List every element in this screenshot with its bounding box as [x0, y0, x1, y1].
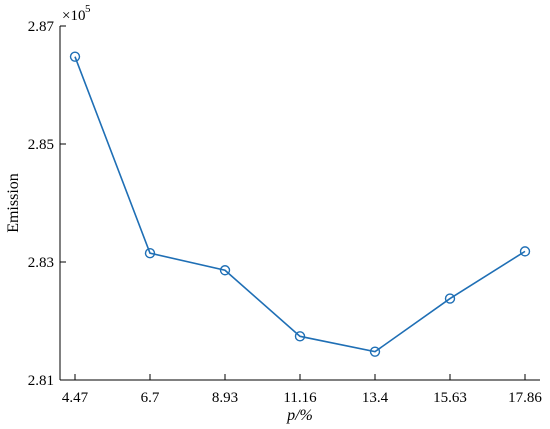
- y-tick-label: 2.87: [28, 19, 55, 35]
- x-tick-label: 11.16: [283, 390, 317, 406]
- y-scale-label: ×10: [62, 8, 85, 24]
- y-tick-label: 2.81: [28, 373, 54, 389]
- x-axis-label: p/%: [286, 407, 313, 424]
- data-point: [369, 346, 381, 357]
- data-point: [519, 246, 531, 257]
- y-axis-label: Emission: [5, 173, 22, 233]
- x-tick-label: 6.7: [141, 390, 160, 406]
- y-ticks: 2.81 2.83 2.85 2.87: [28, 19, 66, 389]
- x-tick-label: 13.4: [362, 390, 389, 406]
- x-tick-label: 17.86: [508, 390, 542, 406]
- y-axis: 2.81 2.83 2.85 2.87: [28, 19, 66, 389]
- x-tick-label: 15.63: [433, 390, 467, 406]
- data-point: [444, 293, 456, 304]
- series-line: [74, 56, 526, 353]
- data-point: [219, 265, 231, 276]
- y-scale-multiplier: ×10 5: [62, 3, 91, 24]
- data-point: [69, 51, 81, 62]
- x-tick-label: 8.93: [212, 390, 238, 406]
- x-ticks: 4.47 6.7 8.93 11.16 13.4 15.63 17.86: [62, 374, 542, 406]
- x-tick-label: 4.47: [62, 390, 89, 406]
- y-tick-label: 2.83: [28, 255, 54, 271]
- data-point: [294, 331, 306, 342]
- series-group: [69, 51, 531, 357]
- y-tick-label: 2.85: [28, 137, 54, 153]
- data-point: [144, 247, 156, 259]
- y-scale-exponent: 5: [85, 3, 91, 15]
- x-axis: 4.47 6.7 8.93 11.16 13.4 15.63 17.86: [60, 374, 542, 406]
